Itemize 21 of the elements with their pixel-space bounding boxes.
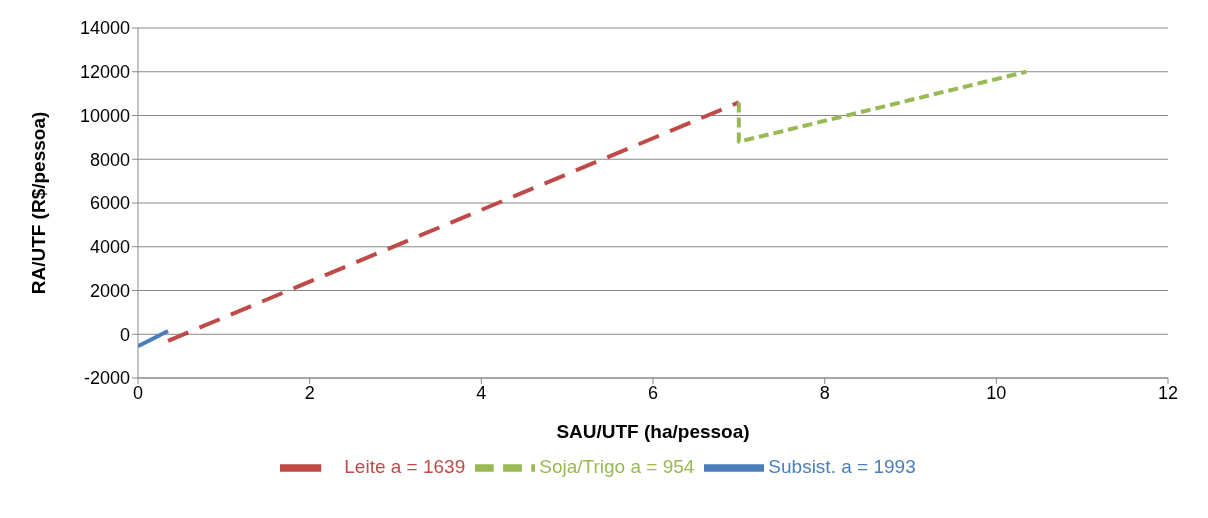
x-axis-title: SAU/UTF (ha/pessoa) bbox=[556, 421, 750, 442]
legend-label: Leite a = 1639 bbox=[344, 456, 466, 478]
x-tick-label: 0 bbox=[132, 382, 144, 403]
y-tick-label: 14000 bbox=[79, 18, 130, 39]
legend-label: Soja/Trigo a = 954 bbox=[539, 456, 695, 478]
y-tick-label: 2000 bbox=[89, 280, 130, 301]
y-tick-label: 10000 bbox=[79, 105, 130, 126]
y-tick-label: 6000 bbox=[89, 193, 130, 214]
y-tick-label: 8000 bbox=[89, 149, 130, 170]
x-tick-label: 4 bbox=[476, 382, 487, 403]
y-tick-label: -2000 bbox=[83, 368, 130, 389]
y-tick-label: 4000 bbox=[89, 237, 130, 258]
x-tick-label: 6 bbox=[647, 382, 659, 403]
x-tick-label: 12 bbox=[1157, 382, 1179, 403]
y-axis-title: RA/UTF (R$/pessoa) bbox=[27, 111, 49, 295]
y-tick-label: 0 bbox=[119, 324, 130, 345]
x-tick-label: 2 bbox=[304, 382, 315, 403]
y-tick-label: 12000 bbox=[79, 62, 130, 83]
x-tick-label: 10 bbox=[986, 382, 1007, 403]
legend-label: Subsist. a = 1993 bbox=[768, 456, 916, 478]
x-tick-label: 8 bbox=[819, 382, 830, 403]
